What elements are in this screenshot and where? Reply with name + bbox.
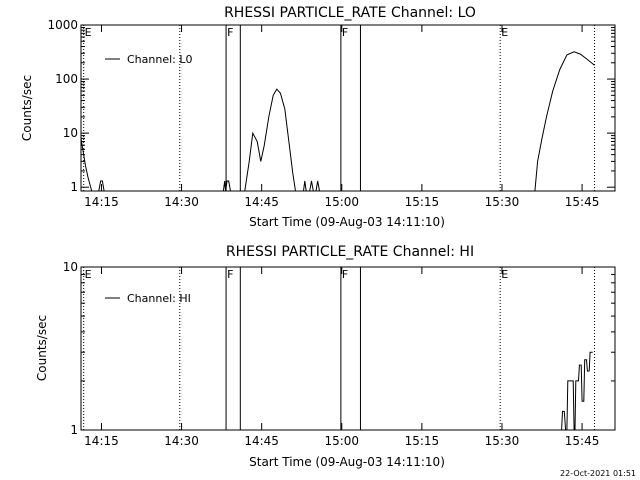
chart-channel-hi: RHESSI PARTICLE_RATE Channel: HI Counts/… bbox=[35, 244, 616, 469]
event-marker-label: E bbox=[85, 26, 92, 39]
axis-ticks: 14:15 14:30 14:45 15:00 15:15 15:30 15:45 1 10 10… bbox=[47, 18, 615, 209]
event-marker-label: F bbox=[342, 268, 348, 281]
x-tick-label: 15:30 bbox=[485, 195, 520, 209]
x-tick-label: 14:15 bbox=[84, 195, 119, 209]
chart-channel-lo: RHESSI PARTICLE_RATE Channel: LO Counts/… bbox=[20, 5, 616, 229]
x-tick-label: 15:30 bbox=[485, 434, 520, 448]
x-tick-label: 14:30 bbox=[164, 195, 199, 209]
x-axis-label: Start Time (09-Aug-03 14:11:10) bbox=[249, 455, 445, 469]
x-tick-label: 15:45 bbox=[565, 195, 600, 209]
x-tick-label: 15:00 bbox=[324, 434, 359, 448]
chart-title: RHESSI PARTICLE_RATE Channel: HI bbox=[226, 244, 474, 260]
y-tick-label: 1 bbox=[70, 423, 78, 437]
y-tick-label: 1000 bbox=[47, 18, 78, 32]
x-axis-label: Start Time (09-Aug-03 14:11:10) bbox=[249, 215, 445, 229]
event-marker-label: F bbox=[227, 268, 233, 281]
event-marker-label: F bbox=[227, 26, 233, 39]
legend-label: Channel: L0 bbox=[127, 53, 193, 66]
legend-label: Channel: HI bbox=[127, 292, 191, 305]
x-tick-label: 15:45 bbox=[565, 434, 600, 448]
plot-frame bbox=[80, 24, 616, 192]
legend: Channel: HI bbox=[105, 292, 191, 305]
y-tick-label: 10 bbox=[63, 126, 78, 140]
x-tick-label: 14:15 bbox=[84, 434, 119, 448]
x-tick-label: 14:45 bbox=[244, 434, 279, 448]
y-tick-label: 1 bbox=[70, 180, 78, 194]
x-tick-label: 15:00 bbox=[324, 195, 359, 209]
x-tick-label: 14:30 bbox=[164, 434, 199, 448]
y-tick-label: 100 bbox=[55, 72, 78, 86]
y-axis-label: Counts/sec bbox=[35, 315, 49, 381]
series-line bbox=[561, 351, 593, 431]
event-marker-label: F bbox=[342, 26, 348, 39]
chart-title: RHESSI PARTICLE_RATE Channel: LO bbox=[224, 5, 476, 21]
axis-ticks: 14:15 14:30 14:45 15:00 15:15 15:30 15:45 1 10 bbox=[63, 260, 615, 448]
event-marker-label: E bbox=[501, 26, 508, 39]
x-tick-label: 14:45 bbox=[244, 195, 279, 209]
y-tick-label: 10 bbox=[63, 260, 78, 274]
series-line bbox=[80, 51, 595, 192]
y-axis-label: Counts/sec bbox=[20, 75, 34, 141]
data-series bbox=[80, 51, 595, 192]
event-marker-label: E bbox=[85, 268, 92, 281]
x-tick-label: 15:15 bbox=[405, 434, 440, 448]
legend: Channel: L0 bbox=[105, 53, 193, 66]
data-series bbox=[561, 351, 593, 431]
x-tick-label: 15:15 bbox=[405, 195, 440, 209]
footer-timestamp: 22-Oct-2021 01:51 bbox=[560, 469, 636, 478]
event-marker-label: E bbox=[501, 268, 508, 281]
plot-frame bbox=[80, 266, 616, 431]
